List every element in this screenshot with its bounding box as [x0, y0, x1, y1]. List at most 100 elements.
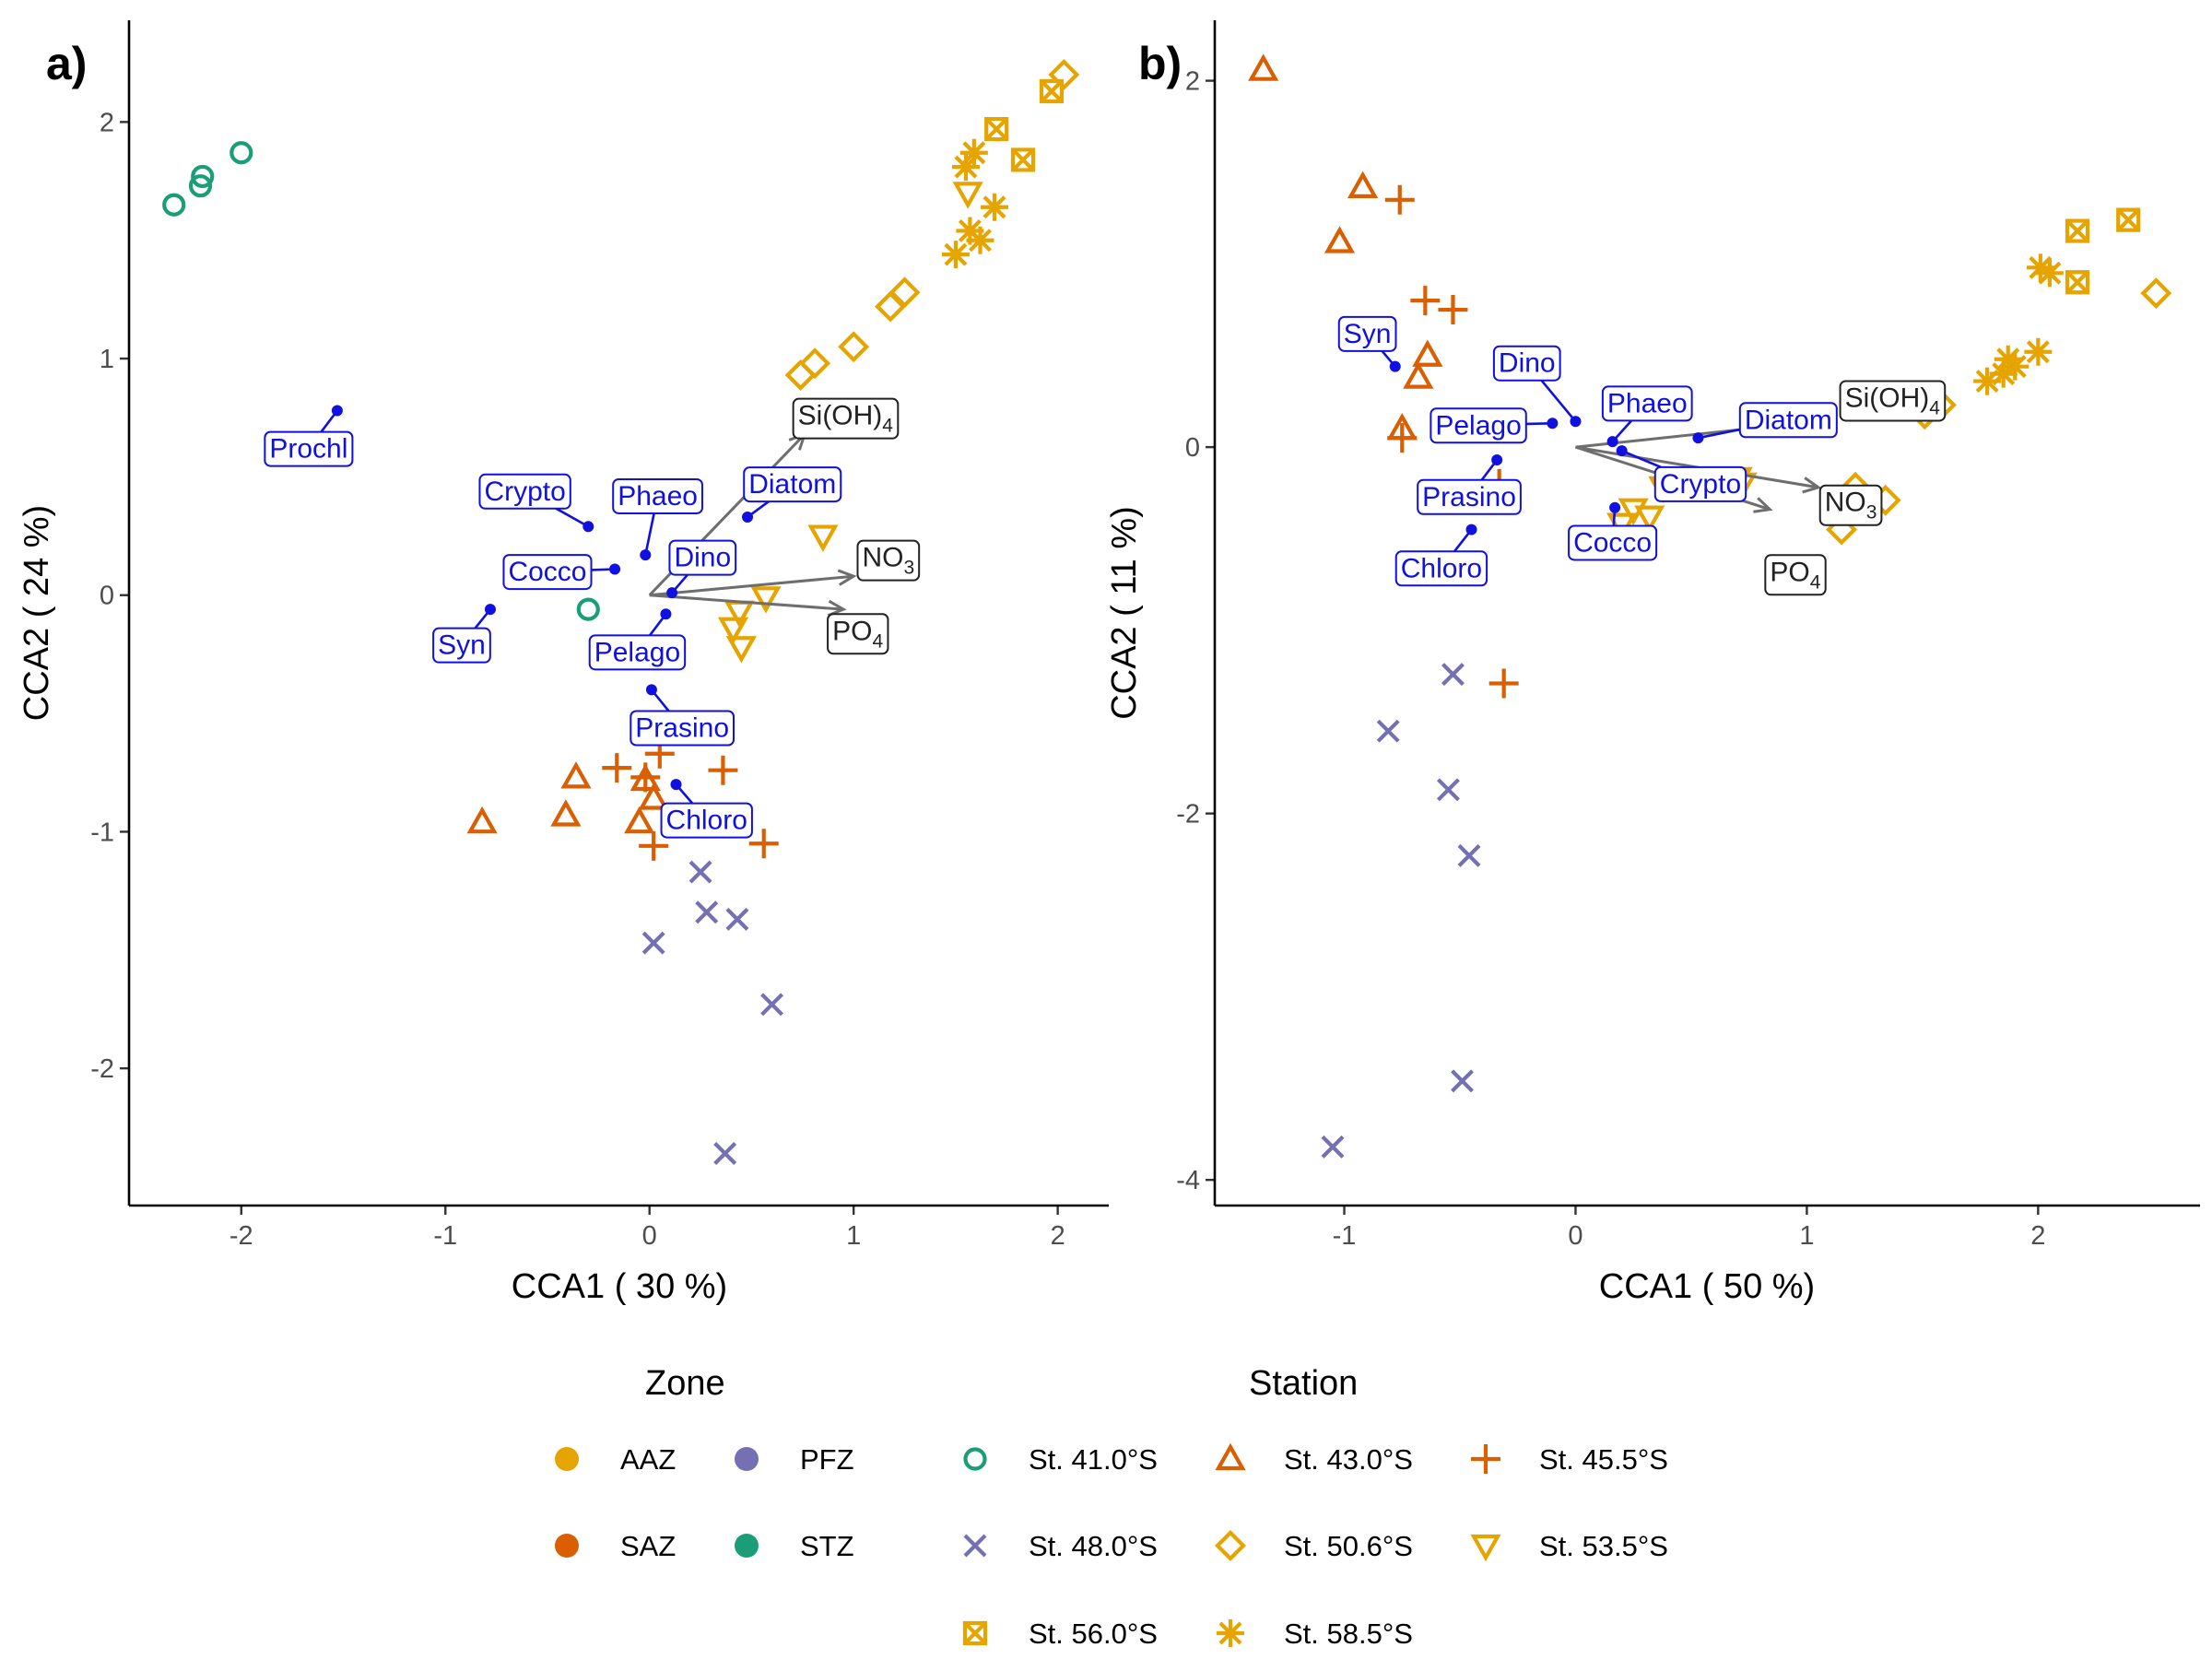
- legend-zone-label-aaz: AAZ: [620, 1443, 676, 1476]
- panel-a-y-tick-label: 0: [100, 582, 114, 611]
- legend-station-label-st-48-0-s: St. 48.0°S: [1029, 1530, 1158, 1562]
- panel-a-species-label-prasino: Prasino: [635, 712, 729, 743]
- panel-a-point-st-48-0-s: [713, 1142, 737, 1166]
- panel-b-species-point-prasino: [1491, 454, 1503, 466]
- panel-a-species-point-cocco: [609, 563, 621, 575]
- legend-station-key-st-58-5-s: [1217, 1619, 1244, 1647]
- panel-a-point-st-45-5-s: [602, 753, 632, 783]
- panel-a-vector-label-po4: PO4: [832, 616, 883, 652]
- panel-b-species-label-phaeo: Phaeo: [1607, 388, 1688, 418]
- panel-a-x-axis-title: CCA1 ( 30 %): [512, 1267, 727, 1306]
- panel-b-species-point-phaeo: [1606, 436, 1618, 448]
- panel-b-point-st-45-5-s: [1387, 423, 1418, 453]
- panel-a-point-st-58-5-s: [959, 138, 988, 167]
- panel-b-x-tick-label: 1: [1799, 1221, 1814, 1251]
- panel-b-species-label-prasino-box: [1417, 478, 1522, 515]
- panel-b-point-st-43-0-s: [1324, 226, 1356, 253]
- panel-a-species-point-prochl: [331, 405, 343, 417]
- panel-a-point-st-53-5-s: [952, 182, 983, 209]
- panel-a-point-st-41-0-s: [188, 174, 213, 198]
- panel-b-point-st-48-0-s: [1376, 719, 1400, 743]
- panel-b-species-point-diatom: [1692, 432, 1704, 444]
- panel-b-x-tick-label: 0: [1568, 1221, 1583, 1251]
- panel-a-point-st-41-0-s: [191, 164, 215, 189]
- panel-a-vector-label-no3-box: [856, 539, 921, 582]
- panel-a-point-st-45-5-s: [630, 762, 661, 793]
- panel-b-point-st-58-5-s: [2001, 352, 2030, 381]
- panel-b-point-st-56-0-s: [2116, 207, 2141, 232]
- panel-b-species-label-chloro-box: [1394, 550, 1488, 587]
- panel-b-species-label-dino: Dino: [1499, 348, 1556, 379]
- panel-a-x-tick-label: 0: [642, 1221, 657, 1251]
- panel-a-species-label-phaeo: Phaeo: [618, 481, 698, 512]
- panel-a-point-st-53-5-s: [717, 617, 749, 644]
- panel-b-vector-arrowhead: [1753, 497, 1773, 513]
- panel-a-species-label-prasino-box: [629, 710, 735, 747]
- legend-station-key-st-56-0-s: [962, 1620, 988, 1646]
- panel-a-species-point-crypto: [582, 521, 594, 533]
- panel-b-species-point-crypto: [1616, 445, 1628, 457]
- panel-b-species-point-chloro: [1465, 524, 1477, 535]
- panel-b-species-label-phaeo-box: [1601, 385, 1693, 422]
- legend-station-key-st-43-0-s: [1215, 1442, 1246, 1471]
- panel-b-y-tick-label: 0: [1185, 433, 1200, 463]
- panel-a-species-point-phaeo: [640, 549, 652, 561]
- panel-a-species-point-dino: [666, 587, 678, 599]
- panel-b-point-st-43-0-s: [1412, 339, 1443, 367]
- panel-a-point-st-45-5-s: [639, 830, 669, 861]
- panel-a-vector-po4: [649, 594, 844, 611]
- panel-a-point-st-50-6-s: [888, 276, 921, 309]
- panel-b-species-point-syn: [1389, 360, 1401, 372]
- panel-a-x-tick-label: -1: [433, 1221, 457, 1251]
- panel-a-label: a): [46, 38, 87, 89]
- panel-a-species-point-diatom: [742, 512, 754, 524]
- legend-station-title: Station: [1249, 1364, 1358, 1403]
- panel-a-x-tick-label: 1: [846, 1221, 861, 1251]
- panel-b-vector-label-po4-box: [1764, 554, 1827, 596]
- panel-a-y-tick-label: 1: [100, 345, 114, 374]
- panel-b-point-st-58-5-s: [1989, 359, 2018, 388]
- panel-a-species-label-diatom: Diatom: [748, 469, 836, 500]
- legend-station-key-st-45-5-s: [1471, 1444, 1500, 1474]
- legend-station-key-st-50-6-s: [1215, 1530, 1246, 1561]
- legend-zone-label-stz: STZ: [800, 1530, 854, 1562]
- panel-a-species-label-diatom-box: [743, 466, 842, 503]
- panel-a-point-st-58-5-s: [980, 193, 1008, 221]
- panel-a-point-st-48-0-s: [725, 907, 749, 931]
- panel-a-species-label-syn: Syn: [438, 630, 486, 661]
- panel-b-vector-label-no3-box: [1818, 484, 1883, 526]
- panel-b-point-st-58-5-s: [2024, 337, 2053, 366]
- legend-station-label-st-53-5-s: St. 53.5°S: [1539, 1530, 1668, 1562]
- panel-b-point-st-45-5-s: [1384, 184, 1415, 215]
- panel-a-point-st-58-5-s: [941, 241, 970, 269]
- panel-a-species-point-prasino: [645, 684, 657, 696]
- panel-b-point-st-53-5-s: [1634, 505, 1665, 533]
- panel-a-point-st-43-0-s: [638, 782, 669, 810]
- panel-a-species-point-syn: [484, 604, 496, 616]
- panel-a-point-st-45-5-s: [708, 755, 738, 785]
- panel-a-species-label-chloro: Chloro: [666, 806, 747, 836]
- panel-b-x-tick-label: -1: [1333, 1221, 1357, 1251]
- panel-a-cca-plot: a) -2 -1 0 1 2 -2 -1 0 1 2 Si(OH)4 NO3 PO4 Prochl Cryp…: [18, 20, 1109, 1306]
- legend-station-label-st-58-5-s: St. 58.5°S: [1284, 1618, 1413, 1650]
- panel-a-species-label-prochl-box: [264, 430, 354, 467]
- panel-b-point-st-58-5-s: [2026, 253, 2054, 282]
- panel-b-species-label-chloro: Chloro: [1401, 553, 1482, 583]
- panel-a-point-st-48-0-s: [641, 931, 665, 955]
- panel-b-vector-label-si-oh-4-box: [1839, 380, 1947, 422]
- panel-b-point-st-48-0-s: [1441, 663, 1465, 687]
- legend-zone-swatch-aaz: [555, 1447, 579, 1471]
- panel-a-point-st-43-0-s: [466, 806, 498, 834]
- legend: Zone Station AAZ PFZ SAZ STZ St. 41.0°S St. 4…: [555, 1364, 1668, 1650]
- panel-b-x-tick-label: 2: [2030, 1221, 2045, 1251]
- panel-b-vector-label-no3: NO3: [1825, 488, 1877, 524]
- panel-b-vector-arrowhead: [1802, 477, 1822, 494]
- panel-a-point-st-50-6-s: [799, 347, 831, 380]
- panel-b-vector-label-po4: PO4: [1770, 557, 1820, 593]
- panel-b-point-st-43-0-s: [1248, 53, 1279, 81]
- panel-b-point-st-48-0-s: [1451, 1069, 1474, 1093]
- legend-zone-title: Zone: [645, 1364, 725, 1403]
- panel-a-vector-arrowhead: [837, 569, 857, 586]
- panel-b-species-point-pelago: [1547, 418, 1559, 429]
